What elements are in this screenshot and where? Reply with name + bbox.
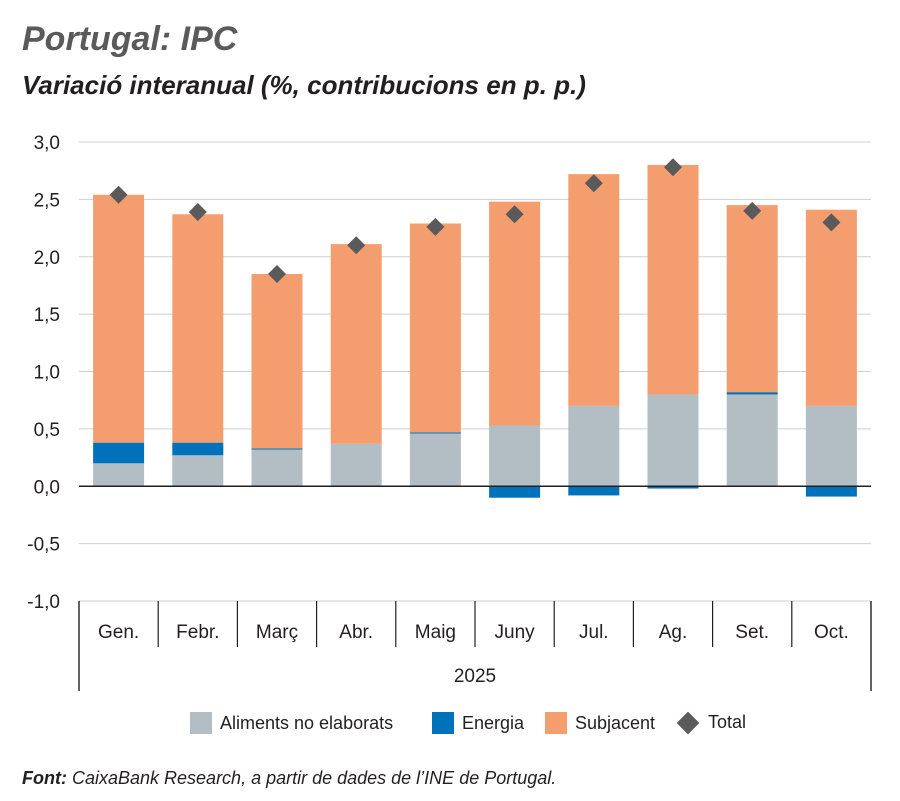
total-marker [347, 236, 366, 255]
legend-swatch-aliments [190, 712, 212, 734]
bar-energia [568, 486, 620, 496]
bar-subjacent [489, 201, 541, 426]
legend-label-energia: Energia [462, 712, 525, 733]
total-marker [426, 217, 445, 236]
bar-subjacent [93, 194, 145, 443]
legend-label-subjacent: Subjacent [575, 712, 656, 733]
bar-subjacent [251, 273, 303, 449]
bar-subjacent [647, 164, 699, 395]
bar-subjacent [409, 223, 461, 433]
bar-energia [409, 432, 461, 434]
y-tick-label: 2,5 [34, 190, 60, 211]
y-tick-label: 3,0 [34, 133, 60, 154]
x-tick-label: Març [256, 622, 298, 643]
y-tick-label: -0,5 [27, 535, 60, 556]
legend-item-total: Total [676, 711, 747, 734]
cpi-stacked-bar-chart: 3,0 2,5 2,0 1,5 1,0 0,5 0,0 -0,5 -1,0 Gen. Febr. Ma… [27, 133, 872, 691]
bar-aliments [172, 455, 224, 487]
bar-aliments [568, 405, 620, 487]
x-tick-label: Gen. [98, 622, 139, 643]
total-marker [664, 158, 682, 177]
bar-aliments [93, 463, 145, 487]
bar-energia [489, 486, 541, 498]
x-tick-label: Jul. [579, 622, 609, 643]
y-tick-label: 0,0 [34, 477, 60, 498]
bar-aliments [489, 425, 541, 487]
bar-energia [647, 486, 699, 489]
total-marker [584, 174, 603, 193]
x-tick-label: Juny [495, 622, 536, 643]
bar-energia [251, 448, 303, 450]
bar-subjacent [726, 205, 778, 393]
total-marker [822, 213, 841, 232]
legend-item-aliments: Aliments no elaborats [190, 712, 393, 734]
total-marker [109, 185, 128, 204]
source-text: CaixaBank Research, a partir de dades de… [66, 768, 557, 788]
x-tick-label: Febr. [176, 622, 219, 643]
x-tick-label: Maig [415, 622, 456, 643]
x-group-label: 2025 [454, 666, 496, 687]
legend-label-aliments: Aliments no elaborats [220, 712, 394, 733]
bar-subjacent [568, 174, 620, 406]
y-tick-label: 0,5 [34, 420, 60, 441]
bar-aliments [330, 443, 382, 487]
total-marker [505, 205, 524, 224]
x-tick-label: Set. [735, 622, 769, 643]
y-tick-label: -1,0 [27, 592, 60, 613]
total-marker [188, 202, 207, 221]
bar-aliments [647, 394, 699, 487]
bar-energia [726, 392, 778, 395]
total-marker [743, 201, 762, 220]
y-tick-label: 2,0 [34, 248, 60, 269]
bar-aliments [805, 405, 857, 487]
bar-subjacent [172, 214, 224, 443]
x-tick-label: Ag. [659, 622, 688, 643]
bar-energia [805, 486, 857, 497]
bar-subjacent [805, 209, 857, 406]
source-note: Font: CaixaBank Research, a partir de da… [22, 768, 556, 789]
legend-item-energia: Energia [432, 712, 524, 734]
chart-subtitle: Variació interanual (%, contribucions en… [22, 70, 586, 100]
chart-legend: Aliments no elaborats Energia Subjacent … [0, 711, 900, 742]
bar-aliments [251, 449, 303, 487]
x-tick-label: Oct. [814, 622, 849, 643]
chart-title: Portugal: IPC [22, 20, 238, 58]
legend-label-total: Total [708, 712, 747, 732]
x-tick-label: Abr. [339, 622, 373, 643]
total-marker [268, 264, 286, 283]
legend-swatch-subjacent [545, 712, 567, 734]
legend-swatch-energia [432, 712, 454, 734]
legend-item-subjacent: Subjacent [545, 712, 655, 734]
y-tick-label: 1,5 [34, 305, 60, 326]
bar-aliments [726, 394, 778, 487]
bar-subjacent [330, 244, 382, 444]
bar-aliments [409, 433, 461, 487]
bar-energia [172, 442, 224, 456]
bar-energia [93, 442, 145, 464]
y-tick-label: 1,0 [34, 363, 60, 384]
source-label: Font: [22, 768, 67, 788]
legend-marker-total [676, 711, 700, 734]
